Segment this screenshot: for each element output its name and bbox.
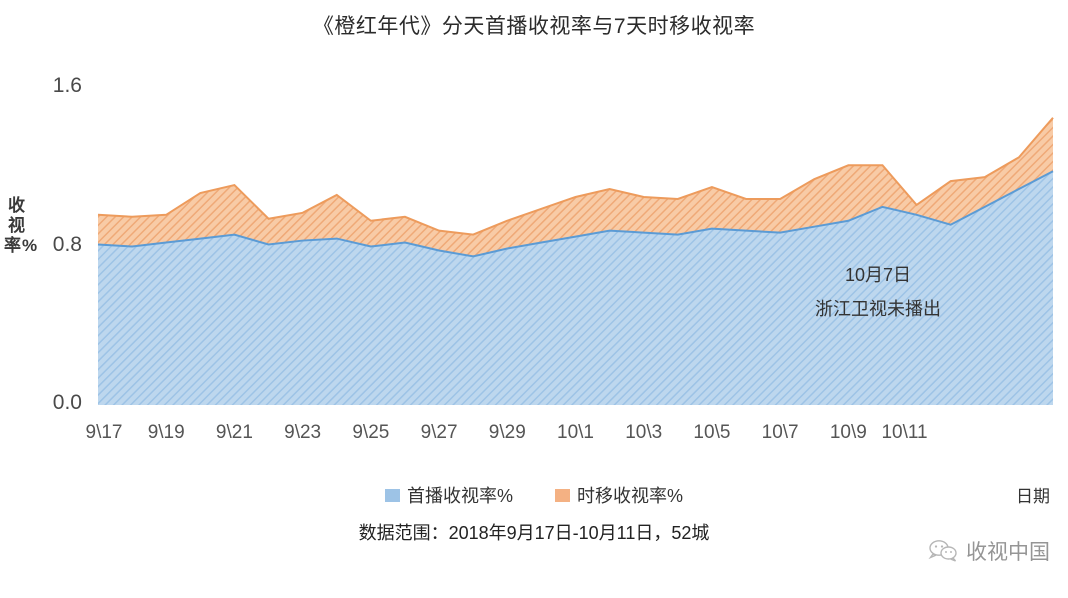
y-tick-label: 1.6	[52, 74, 82, 97]
x-tick-label: 10\9	[829, 422, 867, 443]
x-tick-label: 9\17	[85, 422, 123, 443]
x-tick-label: 9\27	[420, 422, 458, 443]
x-tick-label: 9\29	[488, 422, 526, 443]
x-tick-label: 10\1	[557, 422, 594, 443]
chart-title: 《橙红年代》分天首播收视率与7天时移收视率	[312, 15, 756, 38]
x-tick-label: 9\23	[284, 422, 322, 443]
legend-swatch	[384, 488, 400, 502]
line-series-timeshift	[97, 117, 1054, 236]
legend-item[interactable]: 时移收视率%	[555, 482, 683, 508]
area-series-premiere	[98, 171, 1053, 405]
x-tick-label: 9\19	[147, 422, 185, 443]
x-tick-label: 10\5	[693, 422, 731, 443]
y-tick-label: 0.8	[52, 232, 82, 256]
wechat-icon	[928, 540, 957, 562]
y-tick-label: 0.0	[52, 391, 82, 414]
y-axis-title: 收视率%	[4, 196, 39, 255]
watermark-text: 收视中国	[966, 540, 1050, 564]
right-edge-filler	[1062, 0, 1068, 598]
area-series-timeshift	[98, 117, 1053, 257]
annotation-line-2: 浙江卫视未播出	[815, 299, 941, 319]
x-axis-title: 日期	[1016, 487, 1050, 506]
chart-annotation: 10月7日 浙江卫视未播出	[768, 258, 988, 326]
legend-label: 时移收视率%	[577, 486, 684, 506]
x-tick-label: 10\7	[761, 422, 799, 443]
watermark: 收视中国	[928, 536, 1050, 566]
x-tick-label: 9\21	[215, 422, 253, 443]
x-tick-label: 9\25	[352, 422, 390, 443]
chart-legend: 首播收视率% 时移收视率%	[0, 482, 1068, 508]
legend-label: 首播收视率%	[406, 486, 513, 506]
annotation-line-1: 10月7日	[844, 265, 912, 285]
line-series-premiere	[97, 170, 1054, 258]
legend-item[interactable]: 首播收视率%	[384, 482, 513, 508]
data-range-footnote: 数据范围：2018年9月17日-10月11日，52城	[358, 523, 710, 543]
x-tick-label: 10\3	[625, 422, 663, 443]
x-tick-label: 10\11	[881, 422, 928, 443]
legend-swatch	[555, 488, 570, 502]
